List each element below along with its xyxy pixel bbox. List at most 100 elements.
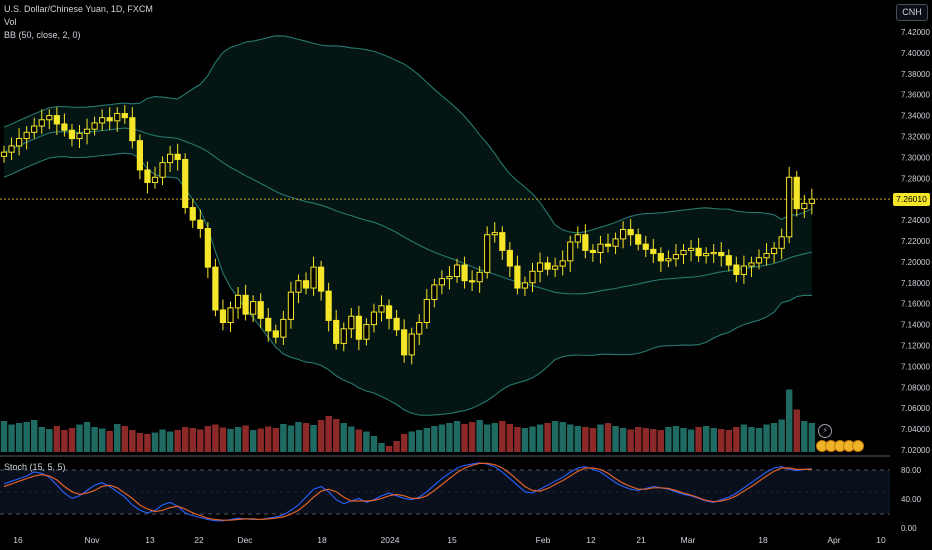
stoch-tick-label: 80.00 [901, 466, 922, 475]
volume-bar [272, 428, 279, 452]
volume-bar [295, 422, 302, 452]
volume-bar [544, 423, 551, 452]
volume-bar [453, 421, 461, 452]
candle-body-down [733, 264, 740, 275]
volume-bar [446, 423, 453, 452]
candle-body-up [348, 315, 355, 330]
volume-bar [257, 428, 264, 452]
price-tick-label: 7.16000 [901, 300, 930, 309]
candle-body-up [438, 278, 445, 286]
volume-bar [249, 430, 257, 452]
candle-body-up [771, 247, 778, 255]
candle-body-down [121, 113, 128, 119]
volume-bar [370, 436, 378, 452]
candlesticks [0, 105, 815, 365]
volume-bar [234, 427, 242, 452]
candle-body-up [416, 322, 423, 335]
candle-body-up [227, 307, 234, 324]
stochastic-lines [3, 462, 812, 522]
candle-body-up [378, 305, 385, 313]
bollinger-legend[interactable]: BB (50, close, 2, 0) [4, 30, 81, 40]
last-price-tag: 7.26010 [893, 193, 930, 206]
candle-body-up [23, 131, 30, 140]
time-tick-label: 10 [876, 535, 886, 545]
candle-body-down [604, 243, 612, 247]
volume-bar [695, 427, 702, 452]
volume-bar [567, 424, 574, 452]
candle-body-down [499, 232, 506, 251]
lightning-icon[interactable]: ⚡ [818, 424, 832, 438]
candle-body-down [106, 117, 113, 122]
volume-bar [718, 429, 725, 452]
candle-body-up [552, 265, 559, 270]
volume-bar [287, 425, 295, 452]
candle-body-up [8, 145, 15, 153]
stoch-axis[interactable]: 80.00 40.00 0.00 [901, 466, 922, 533]
candle-body-down [302, 280, 310, 289]
time-tick-label: Dec [237, 535, 253, 545]
volume-bar [325, 416, 332, 452]
candle-body-up [536, 262, 544, 272]
candle-body-up [484, 234, 491, 273]
volume-bar [204, 426, 212, 452]
bollinger-band-fill [4, 35, 812, 416]
candle-body-down [718, 251, 725, 257]
candle-body-up [310, 266, 317, 289]
candle-body-down [695, 247, 702, 257]
volume-bar [740, 424, 748, 452]
candle-body-up [453, 264, 461, 278]
candle-body-down [514, 265, 521, 289]
candle-body-up [620, 229, 627, 240]
price-tick-label: 7.36000 [901, 91, 930, 100]
volume-bar [0, 421, 8, 452]
candle-body-down [61, 123, 68, 131]
stoch-legend[interactable]: Stoch (15, 5, 5) [4, 462, 66, 472]
candle-body-down [318, 266, 325, 292]
candle-body-up [340, 328, 347, 344]
volume-bar [8, 424, 15, 452]
price-tick-label: 7.14000 [901, 321, 930, 330]
volume-bar [589, 428, 597, 452]
volume-bar [166, 431, 174, 452]
volume-bar [551, 421, 559, 452]
volume-bar [106, 431, 113, 452]
candle-body-up [529, 270, 536, 284]
volume-bar [642, 428, 649, 452]
price-tick-label: 7.20000 [901, 258, 930, 267]
volume-bar [340, 423, 347, 452]
price-tick-label: 7.10000 [901, 362, 930, 371]
candle-body-up [559, 260, 566, 267]
volume-bar [582, 427, 589, 452]
candle-body-down [635, 234, 642, 245]
symbol-title[interactable]: U.S. Dollar/Chinese Yuan, 1D, FXCM [4, 4, 153, 14]
candle-body-down [189, 207, 196, 221]
time-axis[interactable]: 16 Nov 13 22 Dec 18 2024 15 Feb 12 21 Mar 18 Apr 10 [13, 535, 886, 545]
volume-bar [197, 429, 204, 452]
volume-bar [121, 426, 128, 452]
candle-body-up [370, 311, 378, 326]
volume-bar [665, 427, 672, 452]
price-tick-label: 7.02000 [901, 446, 930, 455]
volume-bar [650, 429, 657, 452]
volume-bar [635, 427, 642, 452]
candle-body-up [476, 271, 483, 283]
event-flag-icon[interactable] [852, 440, 864, 452]
candle-body-up [808, 198, 815, 204]
candle-body-up [680, 249, 687, 256]
volume-bar [476, 420, 483, 452]
candle-body-down [182, 158, 189, 209]
volume-bar [468, 422, 476, 452]
price-axis[interactable]: 7.42000 7.40000 7.38000 7.36000 7.34000 7.320… [901, 28, 930, 455]
volume-bar [91, 427, 98, 452]
volume-legend[interactable]: Vol [4, 17, 17, 27]
candle-body-up [446, 276, 453, 280]
candle-body-down [174, 153, 181, 160]
volume-bar [129, 430, 136, 452]
volume-bar [242, 425, 249, 452]
candle-body-up [151, 176, 159, 183]
candle-body-up [363, 324, 370, 340]
currency-button[interactable]: CNH [896, 4, 928, 21]
volume-bars [0, 389, 816, 452]
events-markers[interactable] [816, 440, 864, 452]
